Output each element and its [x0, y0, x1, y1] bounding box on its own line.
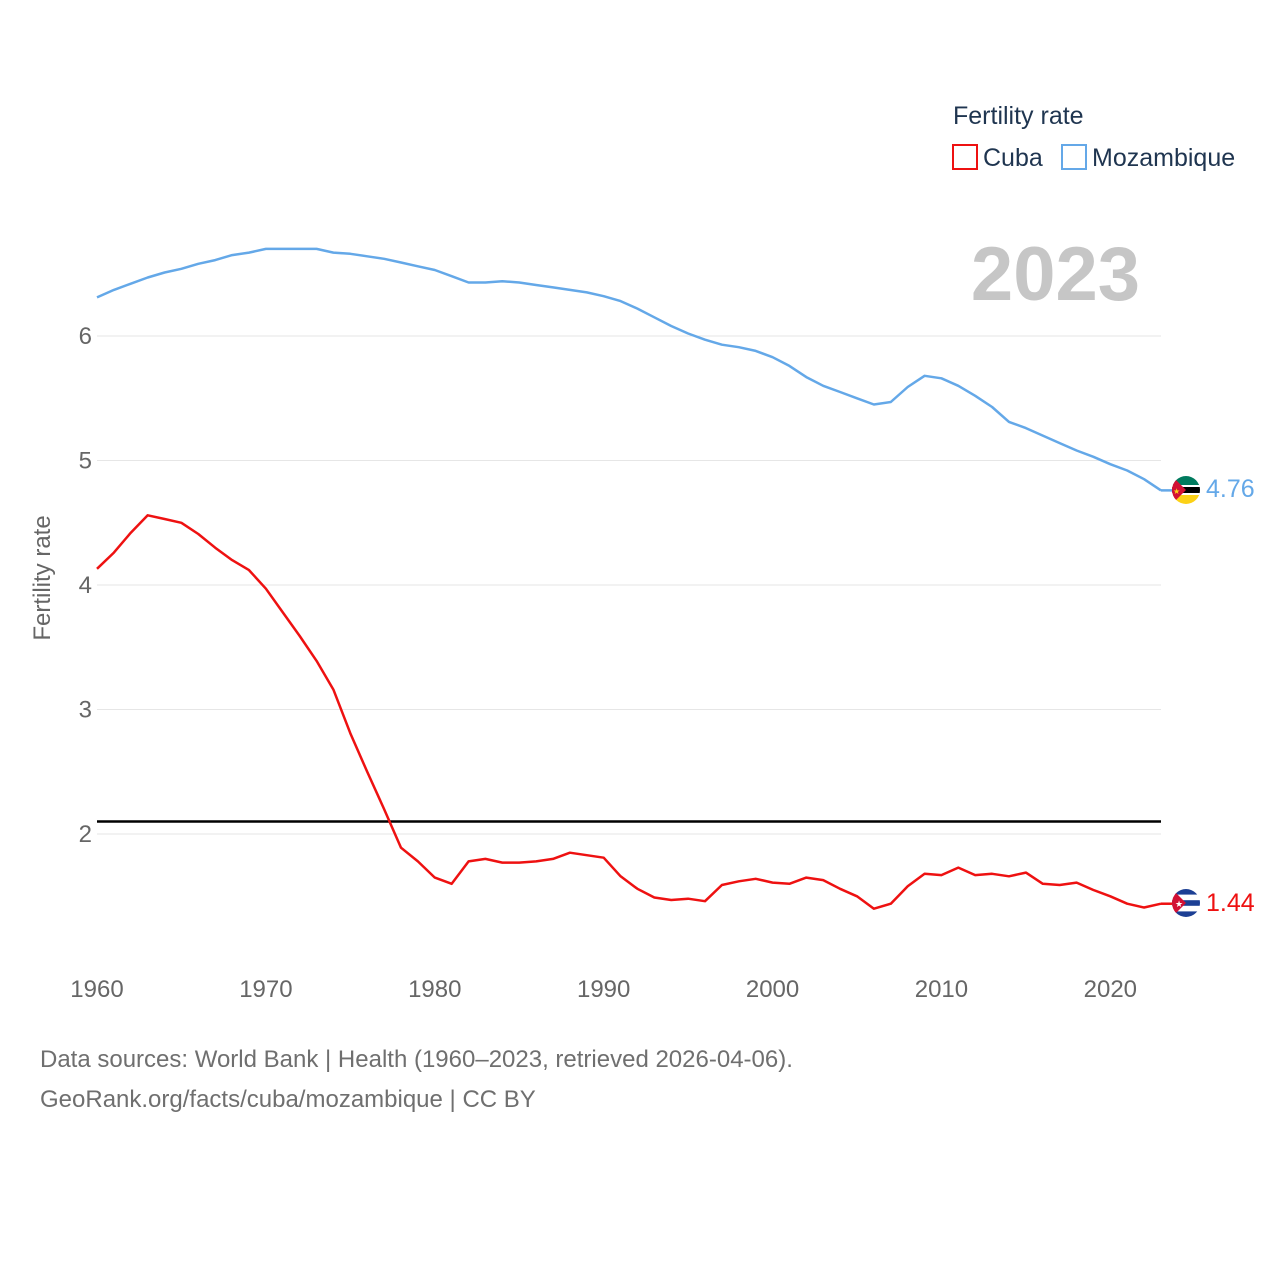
y-tick-label: 3 — [79, 697, 92, 724]
legend-title: Fertility rate — [953, 102, 1084, 130]
legend-label-cuba: Cuba — [983, 144, 1043, 172]
x-tick-label: 1980 — [408, 976, 461, 1003]
x-tick-label: 1990 — [577, 976, 630, 1003]
legend-swatch-cuba — [952, 144, 978, 170]
legend: Cuba Mozambique — [952, 144, 1235, 172]
y-tick-label: 2 — [79, 821, 92, 848]
y-axis-label: Fertility rate — [29, 515, 56, 640]
data-source-note: Data sources: World Bank | Health (1960–… — [40, 1046, 793, 1073]
series-lines — [96, 247, 1172, 910]
legend-label-mozambique: Mozambique — [1092, 144, 1235, 172]
y-axis-ticks: 2 3 4 5 6 — [79, 323, 92, 848]
x-tick-label: 2020 — [1084, 976, 1137, 1003]
svg-text:★: ★ — [1175, 899, 1183, 909]
x-tick-label: 2010 — [915, 976, 968, 1003]
y-tick-label: 6 — [79, 323, 92, 350]
x-tick-label: 1970 — [239, 976, 292, 1003]
source-url[interactable]: GeoRank.org/facts/cuba/mozambique | CC B… — [40, 1086, 536, 1113]
x-axis-ticks: 1960 1970 1980 1990 2000 2010 2020 — [70, 976, 1137, 1003]
x-tick-label: 1960 — [70, 976, 123, 1003]
cuba-end-value: 1.44 — [1206, 889, 1255, 917]
y-tick-label: 5 — [79, 448, 92, 475]
mozambique-end-value: 4.76 — [1206, 475, 1255, 503]
fertility-rate-chart: 2 3 4 5 6 1960 1970 1980 1990 2000 2010 2020 Ferti… — [29, 102, 1255, 1003]
y-tick-label: 4 — [79, 572, 92, 599]
legend-swatch-mozambique — [1061, 144, 1087, 170]
mozambique-flag-icon: ★ — [1172, 476, 1200, 504]
svg-text:★: ★ — [1173, 487, 1180, 496]
x-tick-label: 2000 — [746, 976, 799, 1003]
gridlines — [97, 335, 1161, 835]
cuba-flag-icon: ★ — [1172, 889, 1200, 917]
series-line-mozambique — [96, 247, 1162, 492]
year-label: 2023 — [971, 232, 1140, 317]
series-line-cuba — [96, 514, 1162, 910]
